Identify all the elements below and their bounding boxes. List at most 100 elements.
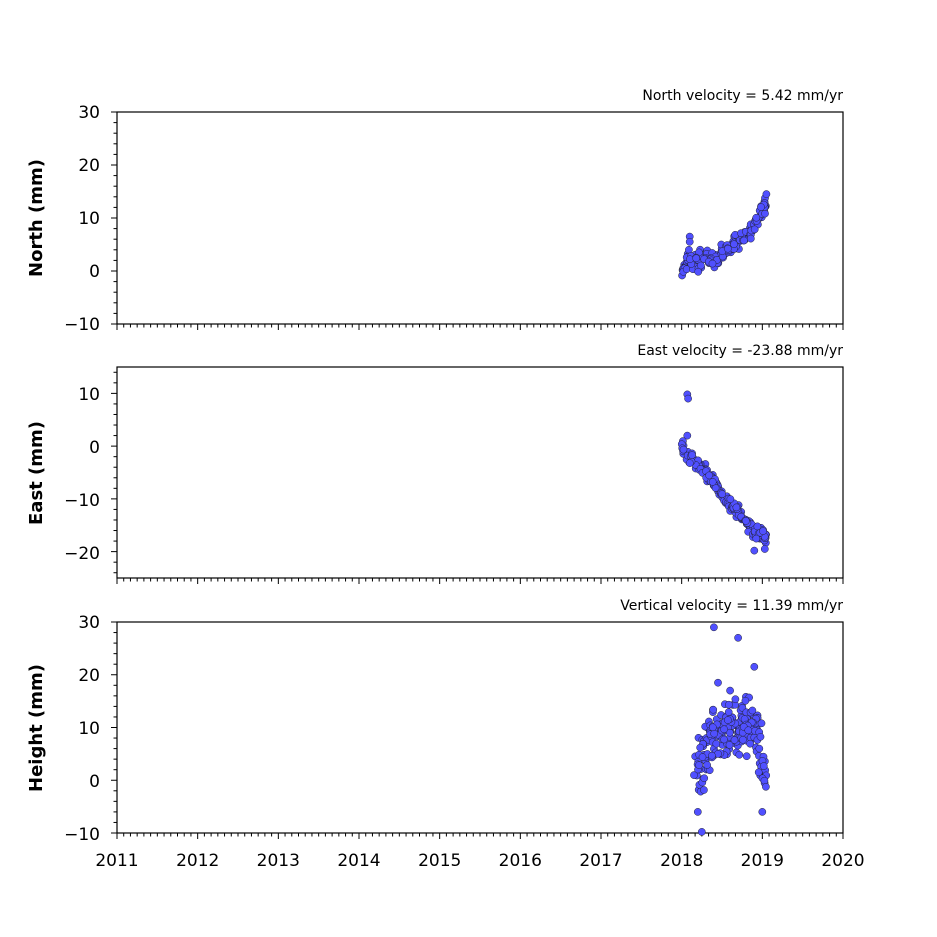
- east-data-point: [760, 545, 769, 553]
- height-data-point: [712, 739, 721, 748]
- xtick-label: 2019: [741, 851, 784, 871]
- height-data-point: [762, 782, 770, 791]
- height-data-point: [710, 623, 718, 632]
- north-ytick-label: 0: [89, 262, 100, 282]
- height-data-point: [750, 662, 759, 671]
- east-data-point: [683, 431, 692, 440]
- north-data-point: [708, 259, 717, 268]
- height-data-point: [690, 771, 698, 779]
- east-axis-label: East (mm): [26, 421, 47, 525]
- north-data-point: [686, 255, 694, 264]
- height-data-point: [734, 633, 742, 642]
- height-data-point: [741, 696, 750, 705]
- north-data-point: [762, 190, 771, 198]
- height-data-point: [755, 744, 764, 753]
- east-data-point: [718, 490, 726, 498]
- north-data-point: [724, 244, 732, 253]
- height-data-point: [708, 723, 717, 732]
- north-data-point: [730, 240, 738, 249]
- height-data-point: [744, 726, 753, 735]
- height-data-point: [746, 739, 754, 748]
- north-data-point: [757, 203, 765, 211]
- north-data-point: [750, 225, 759, 234]
- east-data-point: [726, 495, 735, 503]
- north-data-point: [740, 236, 748, 245]
- height-data-point: [710, 729, 719, 738]
- east-velocity-title: East velocity = -23.88 mm/yr: [637, 343, 843, 359]
- east-data-point: [684, 394, 692, 403]
- height-data-point: [700, 786, 708, 794]
- height-data-point: [696, 743, 705, 752]
- height-data-point: [724, 716, 732, 724]
- north-data-point: [752, 213, 761, 222]
- height-ytick-label: 10: [78, 719, 100, 739]
- height-data-point: [725, 741, 734, 749]
- height-data-point: [758, 808, 767, 816]
- xtick-label: 2014: [337, 851, 380, 871]
- east-ytick-label: 10: [78, 385, 100, 405]
- height-data-point: [759, 762, 768, 770]
- north-data-point: [694, 267, 703, 276]
- height-data-point: [756, 732, 765, 741]
- height-data-point: [731, 695, 740, 704]
- north-ytick-label: 10: [78, 209, 100, 229]
- xtick-label: 2016: [499, 851, 542, 871]
- height-data-point: [708, 751, 716, 760]
- east-data-point: [688, 451, 696, 459]
- xtick-label: 2018: [660, 851, 703, 871]
- east-data-point: [679, 445, 688, 454]
- height-panel: Vertical velocity = 11.39 mm/yr Height (…: [26, 598, 865, 871]
- height-ytick-label: 20: [78, 666, 100, 686]
- height-data-point: [725, 728, 734, 737]
- east-data-point: [705, 471, 714, 480]
- height-ytick-label: 30: [78, 613, 100, 633]
- north-data-point: [685, 237, 694, 246]
- height-data-point: [742, 752, 751, 761]
- xtick-label: 2017: [579, 851, 622, 871]
- height-ytick-label: 0: [89, 772, 100, 792]
- east-ytick-label: −10: [64, 491, 100, 511]
- height-ytick-label: −10: [64, 825, 100, 845]
- height-data-point: [757, 719, 766, 728]
- north-data-point: [692, 254, 701, 263]
- north-data-point: [746, 234, 755, 243]
- east-data-point: [732, 503, 741, 512]
- xtick-label: 2013: [257, 851, 300, 871]
- east-data-point: [685, 459, 694, 467]
- xtick-label: 2015: [418, 851, 461, 871]
- height-data-point: [735, 750, 744, 759]
- east-panel: East velocity = -23.88 mm/yr East (mm) 1…: [26, 343, 844, 584]
- height-data-point: [720, 735, 728, 744]
- height-data-point: [695, 761, 703, 769]
- east-data-point: [708, 478, 717, 486]
- height-data-point: [698, 753, 707, 761]
- east-data-point: [759, 527, 767, 535]
- height-data-point: [697, 828, 706, 836]
- height-data-point: [693, 808, 702, 816]
- xtick-label: 2020: [821, 851, 864, 871]
- height-data-point: [739, 735, 747, 744]
- height-axis-label: Height (mm): [26, 664, 47, 792]
- height-data-point: [724, 708, 733, 716]
- north-ytick-label: −10: [64, 315, 100, 335]
- height-data-point: [726, 686, 734, 695]
- height-data-point: [709, 705, 718, 714]
- xtick-label: 2012: [176, 851, 219, 871]
- north-axis-label: North (mm): [26, 159, 47, 277]
- north-velocity-title: North velocity = 5.42 mm/yr: [642, 88, 843, 104]
- height-data-point: [730, 736, 739, 744]
- height-data-point: [748, 706, 757, 715]
- north-data-point: [761, 209, 769, 218]
- height-data-point: [703, 761, 711, 769]
- height-data-point: [720, 725, 728, 734]
- east-data-point: [742, 517, 750, 525]
- east-ytick-label: 0: [89, 438, 100, 458]
- north-ytick-label: 20: [78, 156, 100, 176]
- height-data-point: [725, 700, 733, 709]
- east-data-point: [750, 546, 759, 555]
- east-ytick-label: −20: [64, 544, 100, 564]
- height-data-point: [754, 768, 763, 777]
- xtick-label: 2011: [95, 851, 138, 871]
